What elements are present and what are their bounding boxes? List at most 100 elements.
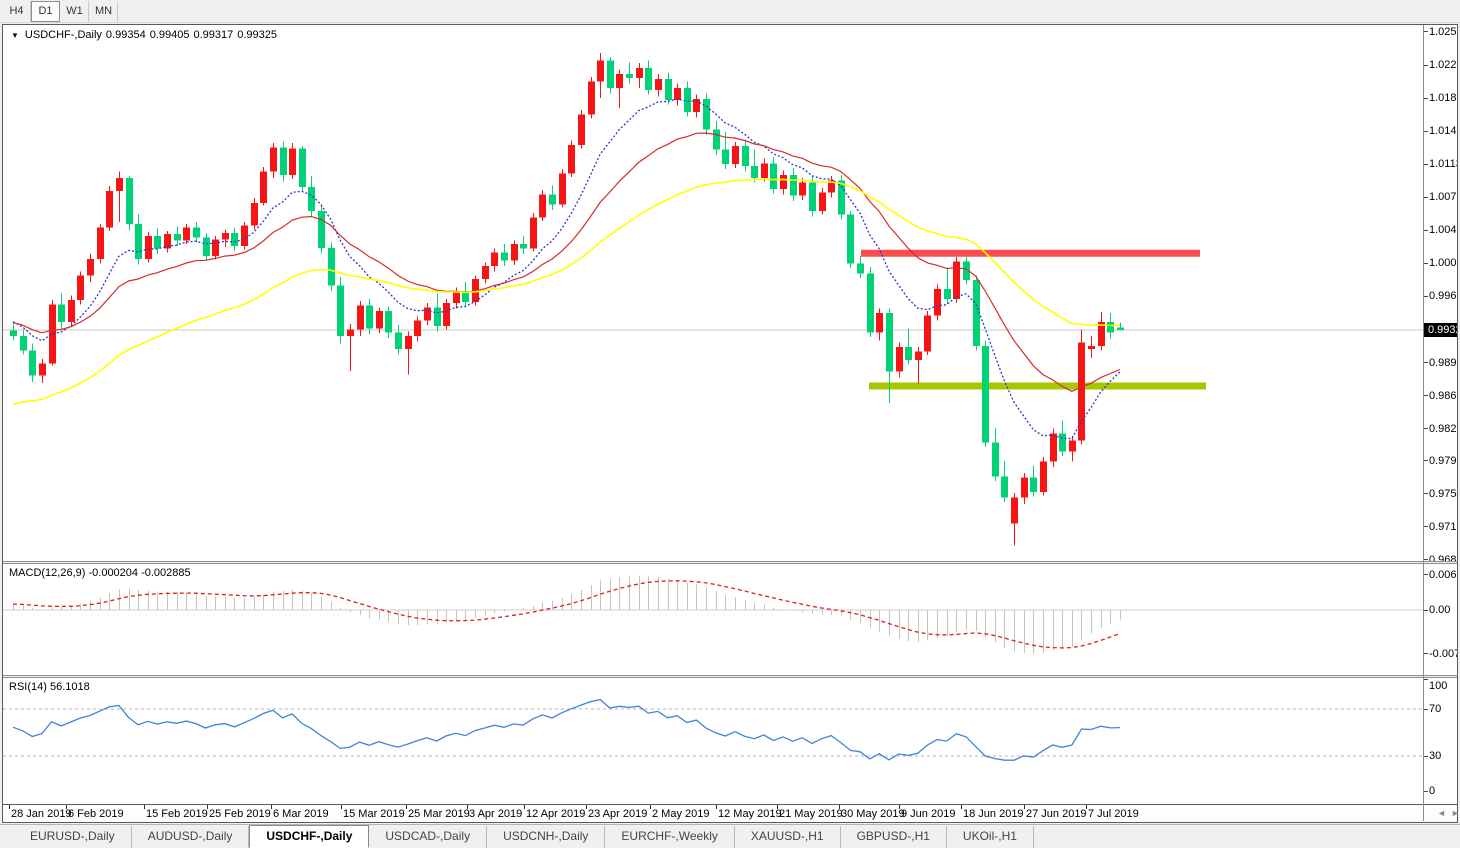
pane-splitter[interactable] [3, 561, 1457, 564]
chart-dropdown-icon[interactable]: ▼ [11, 31, 19, 40]
price-axis-tick [1424, 196, 1428, 198]
tab-gbpusd[interactable]: GBPUSD-,H1 [841, 826, 947, 848]
date-label: 15 Mar 2019 [343, 808, 405, 820]
price-axis-label: 0.97540 [1429, 487, 1457, 500]
date-label: 15 Feb 2019 [146, 808, 208, 820]
candles [10, 53, 1124, 546]
macd-axis-label: 0.00 [1429, 604, 1451, 616]
price-axis-label: 1.01490 [1429, 125, 1457, 138]
ma-medium [12, 132, 1121, 392]
date-label: 21 May 2019 [779, 808, 843, 820]
rsi-axis-tick [1424, 709, 1428, 710]
date-tick [839, 805, 840, 809]
price-axis-label: 1.00410 [1429, 224, 1457, 237]
macd-axis-tick [1424, 609, 1428, 611]
tab-xauusd[interactable]: XAUUSD-,H1 [735, 826, 841, 848]
rsi-chart-canvas[interactable] [3, 678, 1423, 804]
price-chart-canvas[interactable] [3, 25, 1423, 561]
date-tick [406, 805, 407, 809]
date-label: 2 May 2019 [652, 808, 710, 820]
date-label: 27 Jun 2019 [1026, 808, 1087, 820]
price-axis-label: 1.00770 [1429, 191, 1457, 204]
chart-tabs-bar: EURUSD-,Daily AUDUSD-,Daily USDCHF-,Daily U… [0, 824, 1460, 848]
date-label: 28 Jan 2019 [11, 808, 72, 820]
macd-chart-canvas[interactable] [3, 564, 1423, 675]
tab-ukoil[interactable]: UKOil-,H1 [947, 826, 1034, 848]
rsi-line [12, 698, 1121, 761]
macd-label: MACD(12,26,9) -0.000204 -0.002885 [9, 567, 191, 579]
price-axis-tick [1424, 64, 1428, 66]
date-label: 30 May 2019 [841, 808, 905, 820]
rsi-axis-label: 70 [1429, 703, 1442, 715]
price-pane[interactable]: ▼ USDCHF-,Daily 0.99354 0.99405 0.99317 0.993… [3, 25, 1457, 561]
date-label: 25 Mar 2019 [408, 808, 470, 820]
scroll-right-icon[interactable]: ► [1451, 808, 1460, 818]
macd-pane[interactable]: MACD(12,26,9) -0.000204 -0.002885 0.0061… [3, 564, 1457, 675]
price-axis-label: 0.98610 [1429, 389, 1457, 402]
price-axis-tick [1424, 163, 1428, 165]
price-axis-label: 1.01130 [1429, 158, 1457, 171]
price-axis-label: 0.98250 [1429, 422, 1457, 435]
price-axis-label: 1.00050 [1429, 257, 1457, 270]
price-axis-tick [1424, 460, 1428, 462]
price-low: 0.99317 [193, 29, 234, 41]
pane-splitter[interactable] [3, 675, 1457, 678]
date-label: 25 Feb 2019 [209, 808, 271, 820]
macd-signal-value: -0.002885 [141, 567, 191, 579]
timeframe-button-w1[interactable]: W1 [60, 1, 89, 22]
tab-audusd[interactable]: AUDUSD-,Daily [132, 826, 250, 848]
price-axis-label: 0.97900 [1429, 454, 1457, 467]
price-axis-tick [1424, 262, 1428, 264]
timeframe-button-d1[interactable]: D1 [31, 1, 60, 22]
date-label: 23 Apr 2019 [588, 808, 648, 820]
rsi-label: RSI(14) 56.1018 [9, 681, 90, 693]
price-axis-tick [1424, 130, 1428, 132]
timeframe-button-h4[interactable]: H4 [2, 1, 31, 22]
current-price-tag: 0.99325 [1424, 322, 1457, 337]
macd-histogram [13, 575, 1121, 655]
date-tick [66, 805, 67, 809]
price-high: 0.99405 [149, 29, 190, 41]
date-tick [207, 805, 208, 809]
date-label: 12 Apr 2019 [526, 808, 586, 820]
price-axis-tick [1424, 97, 1428, 99]
macd-axis-tick [1424, 574, 1428, 576]
tab-usdcnh[interactable]: USDCNH-,Daily [487, 826, 606, 848]
axis-separator [1423, 25, 1424, 821]
tab-eurusd[interactable]: EURUSD-,Daily [14, 826, 132, 848]
date-tick [650, 805, 651, 809]
date-tick [9, 805, 10, 809]
tab-eurchf[interactable]: EURCHF-,Weekly [605, 826, 735, 848]
rsi-axis-tick [1424, 756, 1428, 757]
ma-slow [12, 178, 1121, 406]
rsi-axis-tick [1424, 791, 1428, 793]
macd-axis-tick [1424, 653, 1428, 655]
chart-symbol-period: USDCHF-,Daily [24, 29, 102, 41]
tab-usdchf[interactable]: USDCHF-,Daily [249, 825, 370, 848]
date-tick [524, 805, 525, 809]
rsi-pane[interactable]: RSI(14) 56.1018 100 70 30 0 [3, 678, 1457, 804]
scroll-left-icon[interactable]: ◄ [1437, 808, 1446, 818]
date-label: 6 Feb 2019 [68, 808, 124, 820]
price-axis-tick [1424, 428, 1428, 430]
price-axis-label: 0.97180 [1429, 520, 1457, 533]
price-axis-label: 1.02210 [1429, 59, 1457, 72]
price-axis-label: 1.01850 [1429, 92, 1457, 105]
timeframe-button-mn[interactable]: MN [89, 1, 118, 22]
price-open: 0.99354 [105, 29, 146, 41]
date-label: 18 Jun 2019 [963, 808, 1024, 820]
tab-usdcad[interactable]: USDCAD-,Daily [369, 826, 488, 848]
date-tick [1024, 805, 1025, 809]
rsi-axis-label: 100 [1429, 680, 1448, 692]
price-axis-tick [1424, 295, 1428, 297]
date-label: 9 Jun 2019 [901, 808, 956, 820]
price-axis-tick [1424, 559, 1428, 561]
date-tick [271, 805, 272, 809]
price-axis-tick [1424, 526, 1428, 528]
rsi-axis-label: 30 [1429, 750, 1442, 762]
price-axis-label: 0.98970 [1429, 356, 1457, 369]
price-axis-label: 1.02570 [1429, 25, 1457, 38]
rsi-axis-label: 0 [1429, 785, 1436, 798]
date-label: 6 Mar 2019 [273, 808, 329, 820]
date-tick [961, 805, 962, 809]
